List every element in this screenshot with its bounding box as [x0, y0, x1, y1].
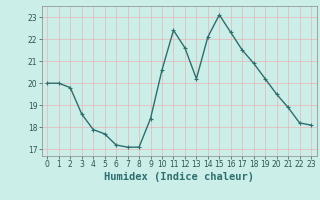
X-axis label: Humidex (Indice chaleur): Humidex (Indice chaleur) [104, 172, 254, 182]
